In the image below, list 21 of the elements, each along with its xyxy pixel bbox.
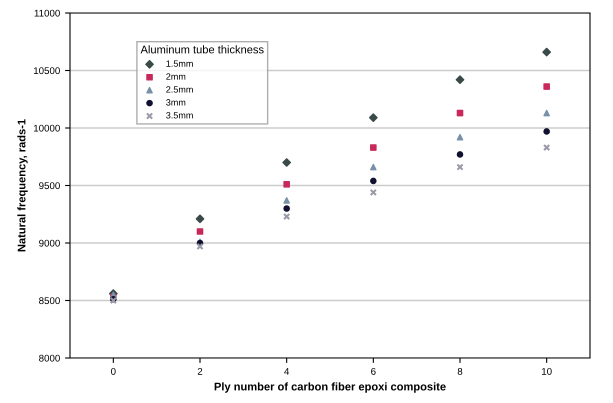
- x-tick-label: 4: [284, 368, 290, 375]
- x-tick-label: 8: [458, 368, 462, 375]
- x-tick-label: 6: [371, 368, 376, 375]
- y-tick-label: 9000: [39, 240, 60, 247]
- legend-label: 3mm: [166, 99, 186, 106]
- legend-label: 3.5mm: [166, 112, 193, 118]
- legend-label: 1.5mm: [166, 60, 193, 67]
- legend-label: 2mm: [166, 73, 186, 80]
- y-tick-label: 8500: [39, 297, 60, 304]
- x-axis-title: Ply number of carbon fiber epoxi composite: [214, 382, 446, 393]
- y-tick-label: 11000: [34, 10, 60, 17]
- y-tick-label: 8000: [39, 354, 60, 362]
- legend-title: Aluminum tube thickness: [140, 45, 264, 54]
- y-tick-label: 10000: [34, 124, 60, 132]
- x-tick-label: 0: [111, 368, 116, 375]
- y-tick-label: 10500: [34, 67, 60, 74]
- y-tick-label: 9500: [39, 182, 60, 190]
- y-axis-title: Natural frequency, rads-1: [17, 119, 28, 252]
- x-tick-label: 10: [542, 368, 552, 375]
- x-tick-label: 2: [198, 368, 202, 375]
- legend-label: 2.5mm: [166, 86, 193, 93]
